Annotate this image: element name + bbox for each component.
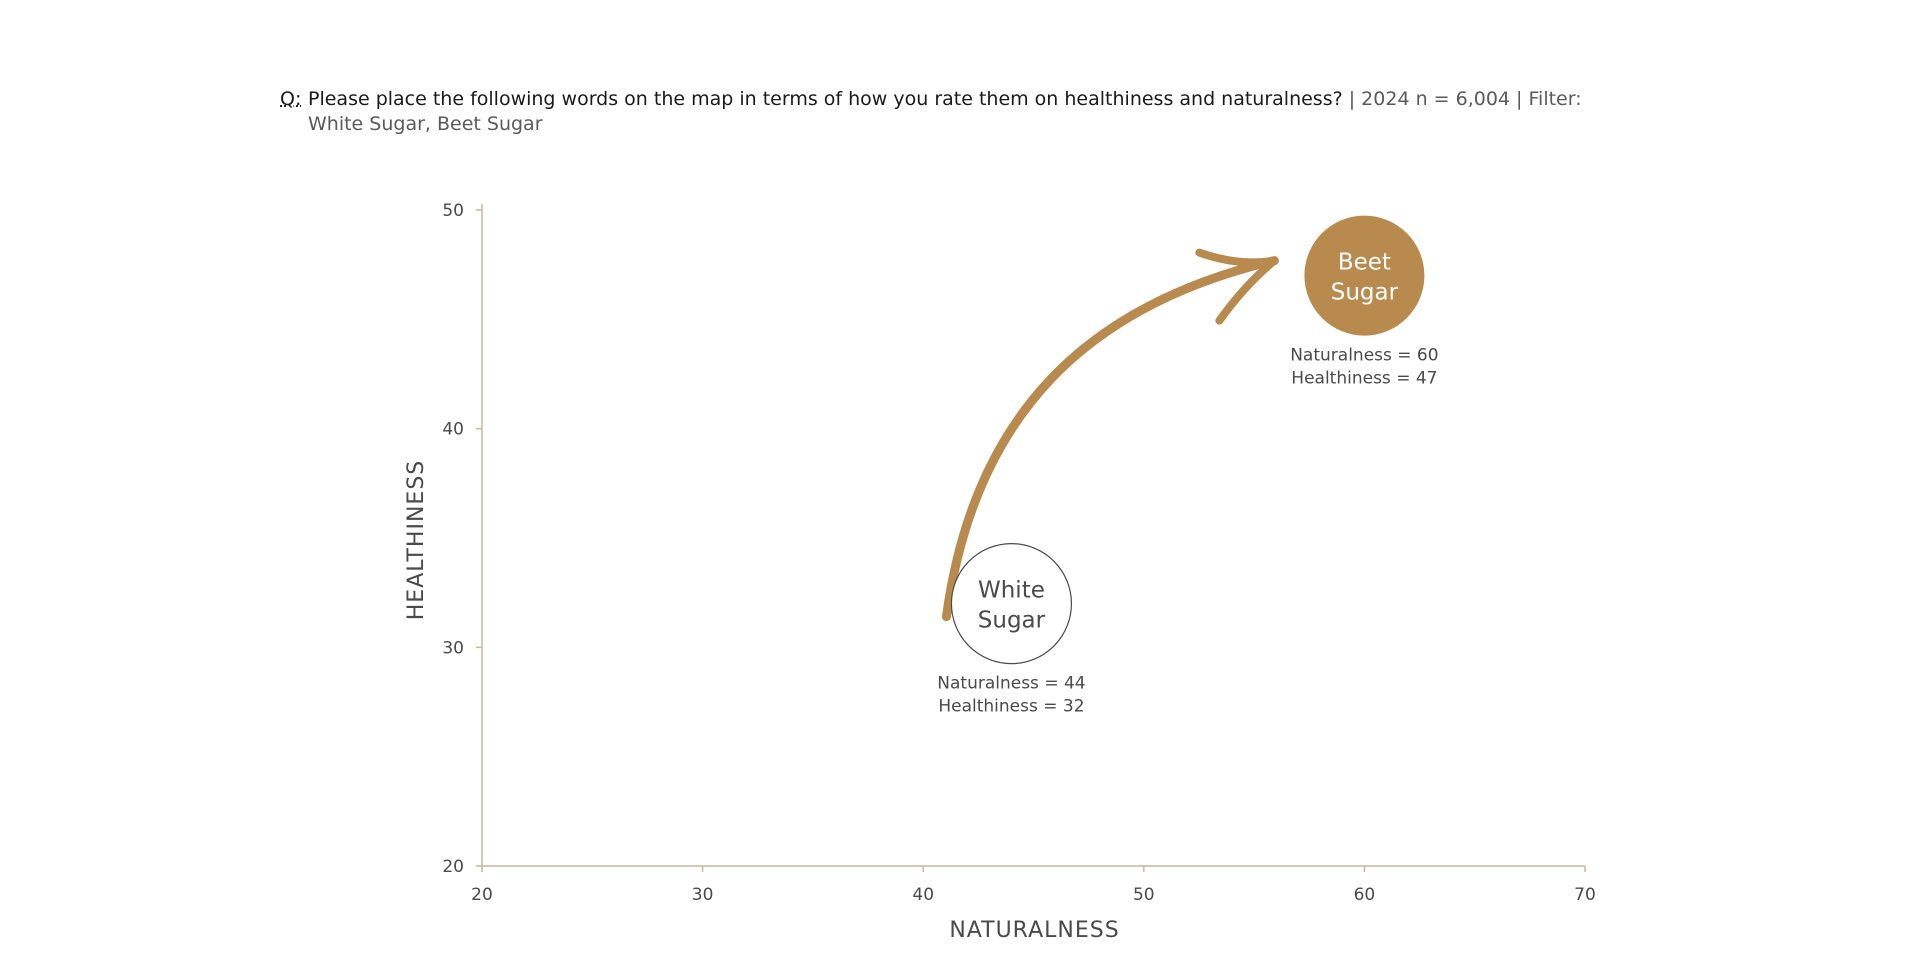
question-text: Please place the following words on the …: [308, 88, 1343, 110]
bubble-label: Sugar: [978, 608, 1046, 634]
x-tick-label: 60: [1354, 885, 1376, 905]
x-tick-label: 40: [912, 885, 934, 905]
x-tick-label: 50: [1133, 885, 1155, 905]
bubble-beet-sugar: [1304, 215, 1425, 336]
value-annotation: Naturalness = 60: [1290, 346, 1438, 366]
arrow-annotation: [941, 248, 1279, 622]
y-tick-label: 30: [442, 638, 464, 658]
x-tick-label: 30: [692, 885, 714, 905]
point-beet-sugar: Beet Sugar Naturalness = 60 Healthiness = 4…: [1290, 215, 1439, 389]
question-label: Q:: [280, 88, 302, 110]
y-axis-title: HEALTHINESS: [404, 460, 429, 620]
question: Q: Please place the following words on t…: [280, 87, 1640, 137]
value-annotation: Naturalness = 44: [937, 674, 1085, 694]
value-annotation: Healthiness = 47: [1291, 369, 1437, 389]
data-points: White Sugar Naturalness = 44 Healthiness = …: [937, 215, 1439, 717]
question-meta: | 2024 n = 6,004 | Filter: White Sugar, …: [308, 88, 1582, 135]
x-tick-label: 20: [471, 885, 493, 905]
question-text-block: Please place the following words on the …: [280, 87, 1640, 137]
x-axis-title: NATURALNESS: [949, 918, 1119, 943]
y-tick-label: 50: [442, 201, 464, 221]
arrow-head: [1195, 248, 1279, 325]
bubble-label: Sugar: [1331, 280, 1399, 306]
y-tick-label: 20: [442, 857, 464, 877]
x-tick-label: 70: [1574, 885, 1596, 905]
axes: 20 30 40 50 60 70 20 30 40 50 NATURALNESS HEALTHINE…: [404, 201, 1596, 943]
value-annotation: Healthiness = 32: [938, 697, 1084, 717]
y-tick-label: 40: [442, 420, 464, 440]
bubble-label: White: [978, 578, 1045, 604]
bubble-label: Beet: [1338, 250, 1391, 276]
bubble-white-sugar: [950, 542, 1073, 665]
arrow-shaft: [941, 256, 1279, 622]
point-white-sugar: White Sugar Naturalness = 44 Healthiness = …: [937, 542, 1086, 717]
